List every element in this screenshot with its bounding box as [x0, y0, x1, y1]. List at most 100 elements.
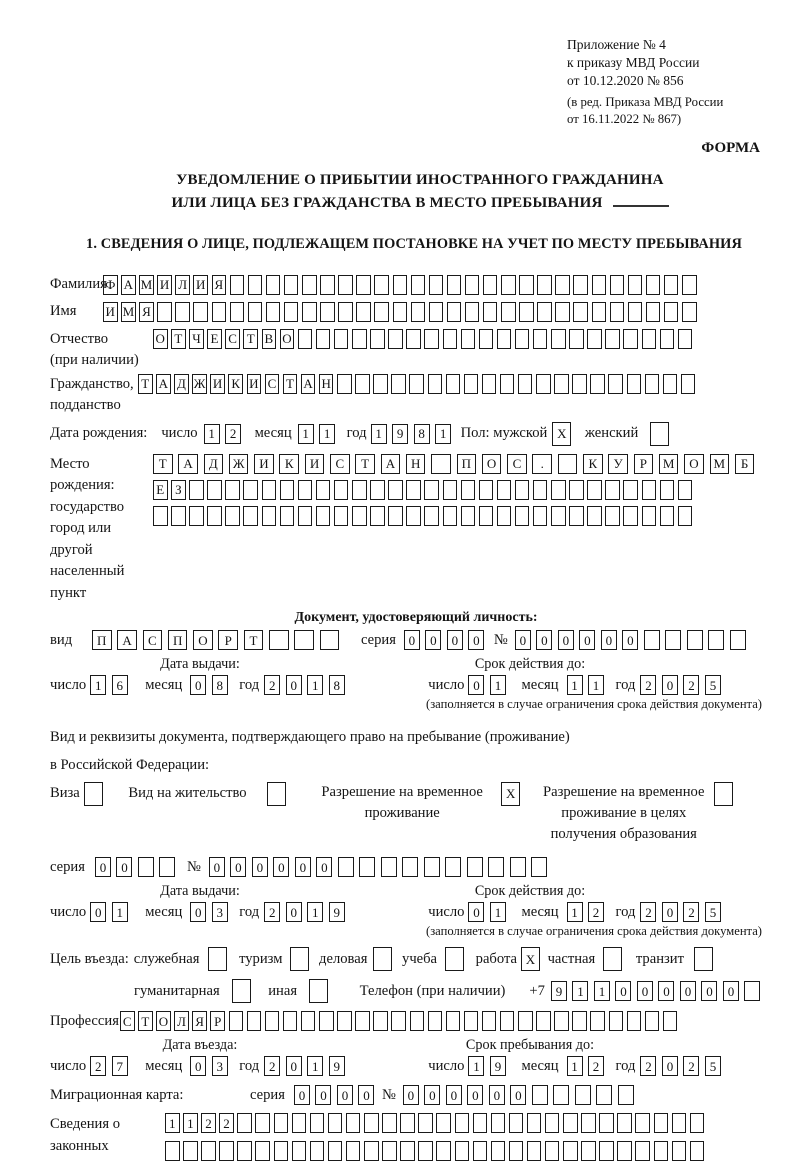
year-label: год — [239, 903, 260, 920]
form-cell — [587, 328, 602, 349]
form-cell — [345, 1113, 361, 1134]
form-cell: 2 — [640, 902, 657, 923]
purpose-private-checkbox — [603, 947, 626, 972]
form-cell: 3 — [211, 902, 228, 923]
form-cell: 0 — [208, 857, 225, 878]
form-cell: 0 — [514, 630, 531, 651]
purpose-official-checkbox — [208, 947, 231, 972]
form-cell — [531, 1085, 548, 1106]
purpose-humanitarian-checkbox — [231, 979, 255, 1004]
form-cell: С — [330, 453, 350, 474]
form-cell — [644, 1011, 660, 1032]
form-cell — [659, 505, 675, 526]
form-cell — [713, 781, 733, 806]
birth-place-label: Место рождения: государство город или др… — [50, 455, 125, 601]
form-title-line2: ИЛИ ЛИЦА БЕЗ ГРАЖДАНСТВА В МЕСТО ПРЕБЫВА… — [171, 195, 603, 212]
form-cell — [337, 1011, 352, 1032]
form-cell — [193, 301, 208, 322]
form-cell — [514, 328, 530, 349]
form-cell — [370, 479, 385, 500]
form-cell — [373, 1011, 388, 1032]
form-cell: 0 — [446, 630, 463, 651]
form-cell — [677, 328, 693, 349]
form-cell — [532, 328, 548, 349]
form-cell — [537, 274, 552, 295]
form-cell: И — [210, 373, 225, 394]
form-cell: Е — [153, 479, 168, 500]
form-cell — [481, 1011, 497, 1032]
form-cell: А — [156, 373, 171, 394]
purpose-tourism-checkbox — [290, 947, 313, 972]
form-cell — [536, 1011, 551, 1032]
form-cell: К — [228, 373, 243, 394]
purpose-study-checkbox — [445, 947, 468, 972]
form-cell — [359, 857, 376, 878]
form-cell: 9 — [550, 981, 567, 1002]
form-cell — [460, 328, 476, 349]
form-cell — [355, 373, 370, 394]
form-cell: 1 — [165, 1113, 180, 1134]
purpose-private-label: частная — [547, 950, 596, 967]
form-cell: 0 — [116, 857, 133, 878]
form-cell — [514, 479, 530, 500]
purpose-official-label: служебная — [133, 950, 200, 967]
form-cell: 1 — [489, 675, 506, 696]
form-cell — [508, 1141, 524, 1162]
form-cell — [297, 328, 313, 349]
form-cell — [445, 857, 462, 878]
form-cell: 0 — [402, 1085, 419, 1106]
form-cell — [554, 373, 569, 394]
form-cell — [309, 979, 329, 1004]
form-cell — [302, 301, 317, 322]
form-cell: 0 — [600, 630, 617, 651]
form-cell — [83, 781, 103, 806]
residence-doc-date-headers: Дата выдачи: Срок действия до: — [50, 883, 790, 900]
form-cell — [374, 274, 389, 295]
form-cell — [536, 373, 551, 394]
form-cell — [208, 947, 228, 972]
form-cell — [671, 1141, 687, 1162]
form-cell: 2 — [683, 902, 700, 923]
form-cell — [478, 505, 494, 526]
form-cell — [406, 505, 421, 526]
sex-male-label: Пол: мужской — [460, 425, 548, 442]
form-cell: Я — [139, 301, 154, 322]
form-cell: И — [304, 453, 325, 474]
purpose-label: Цель въезда: — [50, 950, 129, 967]
form-cell: 5 — [704, 1056, 721, 1077]
form-cell: Т — [138, 373, 153, 394]
form-cell: Я — [211, 274, 227, 295]
form-cell: 0 — [467, 1085, 484, 1106]
form-cell — [526, 1113, 542, 1134]
form-cell — [460, 505, 476, 526]
form-cell — [279, 479, 295, 500]
year-label: год — [239, 676, 260, 693]
form-cell: X — [552, 421, 572, 446]
form-cell: 0 — [679, 981, 696, 1002]
form-cell: С — [225, 328, 240, 349]
form-cell — [641, 505, 657, 526]
doc-kind-label: вид — [50, 631, 73, 648]
form-cell: Т — [243, 630, 264, 651]
form-cell: 1 — [566, 902, 583, 923]
form-cell — [273, 1141, 289, 1162]
form-cell — [641, 328, 657, 349]
form-cell — [472, 1141, 488, 1162]
purpose-transit-checkbox — [693, 947, 717, 972]
form-cell: К — [583, 453, 603, 474]
form-cell: М — [121, 301, 136, 322]
form-cell: 0 — [425, 630, 442, 651]
